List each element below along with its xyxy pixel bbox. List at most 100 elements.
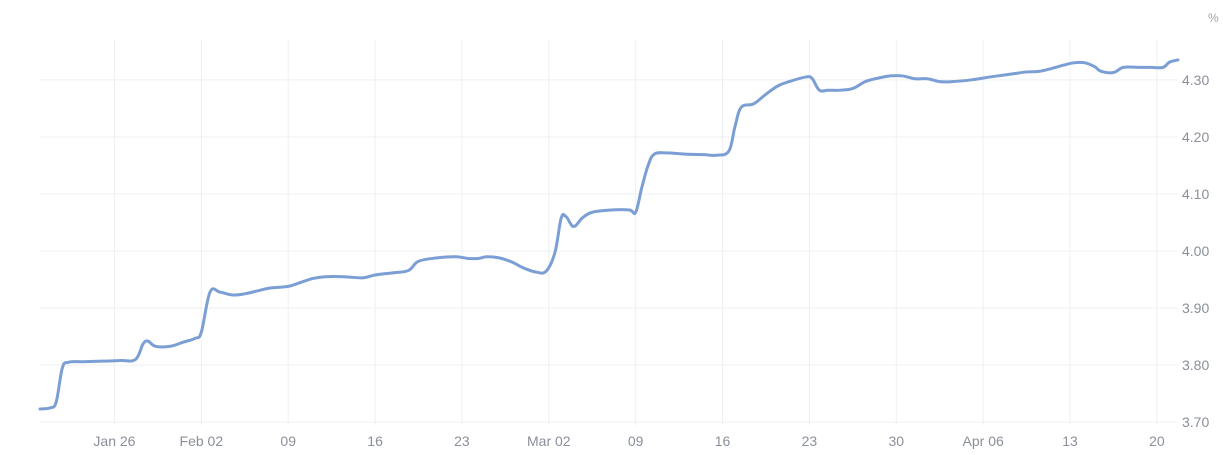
series-layer	[38, 58, 1180, 411]
x-tick-label: 20	[1149, 433, 1165, 449]
y-tick-label: 4.30	[1182, 72, 1209, 88]
series-line-0	[38, 58, 1180, 411]
data-point	[1013, 72, 1015, 74]
data-point	[554, 251, 556, 253]
data-point	[510, 261, 512, 263]
data-point	[818, 89, 820, 91]
x-tick-label: Feb 02	[180, 433, 224, 449]
x-tick-label: 16	[715, 433, 731, 449]
x-axis-labels: Jan 26 Feb 02 09 16 23 Mar 02 09 16 23 30 Apr 06 13…	[93, 433, 1164, 449]
data-point	[951, 80, 953, 82]
data-point	[392, 272, 394, 274]
y-tick-label: 3.90	[1182, 300, 1209, 316]
data-point	[1025, 71, 1027, 73]
data-point	[55, 401, 57, 403]
data-point	[811, 77, 813, 79]
data-point	[703, 153, 705, 155]
data-point	[1073, 62, 1075, 64]
data-point	[1100, 70, 1102, 72]
data-point	[852, 87, 854, 89]
x-tick-label: 23	[802, 433, 818, 449]
data-point	[244, 293, 246, 295]
data-point	[407, 269, 409, 271]
data-point	[653, 153, 655, 155]
data-point	[169, 345, 171, 347]
y-tick-label: 4.10	[1182, 186, 1209, 202]
data-point	[901, 75, 903, 77]
data-point	[628, 209, 630, 211]
x-tick-label: 23	[454, 433, 470, 449]
data-point	[455, 256, 457, 258]
data-point	[361, 277, 363, 279]
data-point	[256, 290, 258, 292]
data-point	[1177, 59, 1179, 61]
data-point	[467, 257, 469, 259]
data-point	[119, 359, 121, 361]
data-point	[839, 89, 841, 91]
data-point	[200, 331, 202, 333]
data-point	[914, 78, 916, 80]
data-point	[312, 277, 314, 279]
data-point	[560, 217, 562, 219]
x-tick-label: 30	[889, 433, 905, 449]
data-point	[926, 78, 928, 80]
data-point	[1162, 66, 1164, 68]
data-point	[498, 257, 500, 259]
data-point	[734, 126, 736, 128]
data-point	[970, 79, 972, 81]
data-point	[939, 80, 941, 82]
data-point	[634, 211, 636, 213]
unit-label: %	[1208, 11, 1219, 25]
data-point	[666, 152, 668, 154]
data-point	[647, 164, 649, 166]
data-point	[324, 276, 326, 278]
data-point	[154, 345, 156, 347]
data-point	[82, 360, 84, 362]
data-point	[477, 257, 479, 259]
y-axis-labels: 3.70 3.80 3.90 4.00 4.10 4.20 4.30	[1182, 72, 1209, 430]
data-point	[374, 274, 376, 276]
data-point	[287, 285, 289, 287]
data-point	[436, 257, 438, 259]
grid	[40, 40, 1178, 425]
data-point	[101, 360, 103, 362]
x-tick-label: 09	[628, 433, 644, 449]
data-point	[715, 154, 717, 156]
y-tick-label: 3.70	[1182, 414, 1209, 430]
data-point	[565, 216, 567, 218]
data-point	[1168, 61, 1170, 63]
data-point	[39, 408, 41, 410]
data-point	[231, 294, 233, 296]
data-point	[988, 76, 990, 78]
data-point	[641, 186, 643, 188]
data-point	[1137, 66, 1139, 68]
data-point	[752, 103, 754, 105]
data-point	[1050, 67, 1052, 69]
data-point	[182, 341, 184, 343]
x-tick-label: Jan 26	[93, 433, 135, 449]
data-point	[876, 77, 878, 79]
x-tick-label: 09	[280, 433, 296, 449]
data-point	[864, 80, 866, 82]
x-tick-label: Apr 06	[963, 433, 1004, 449]
data-point	[486, 256, 488, 258]
data-point	[1063, 64, 1065, 66]
data-point	[1001, 74, 1003, 76]
data-point	[805, 76, 807, 78]
data-point	[1122, 66, 1124, 68]
data-point	[1038, 70, 1040, 72]
data-point	[523, 267, 525, 269]
data-point	[1084, 62, 1086, 64]
y-tick-label: 4.00	[1182, 243, 1209, 259]
data-point	[777, 84, 779, 86]
data-point	[572, 225, 574, 227]
data-point	[728, 150, 730, 152]
data-point	[194, 337, 196, 339]
data-point	[684, 153, 686, 155]
data-point	[1094, 66, 1096, 68]
data-point	[1112, 71, 1114, 73]
data-point	[740, 106, 742, 108]
x-tick-label: 16	[367, 433, 383, 449]
data-point	[581, 217, 583, 219]
y-tick-label: 3.80	[1182, 357, 1209, 373]
